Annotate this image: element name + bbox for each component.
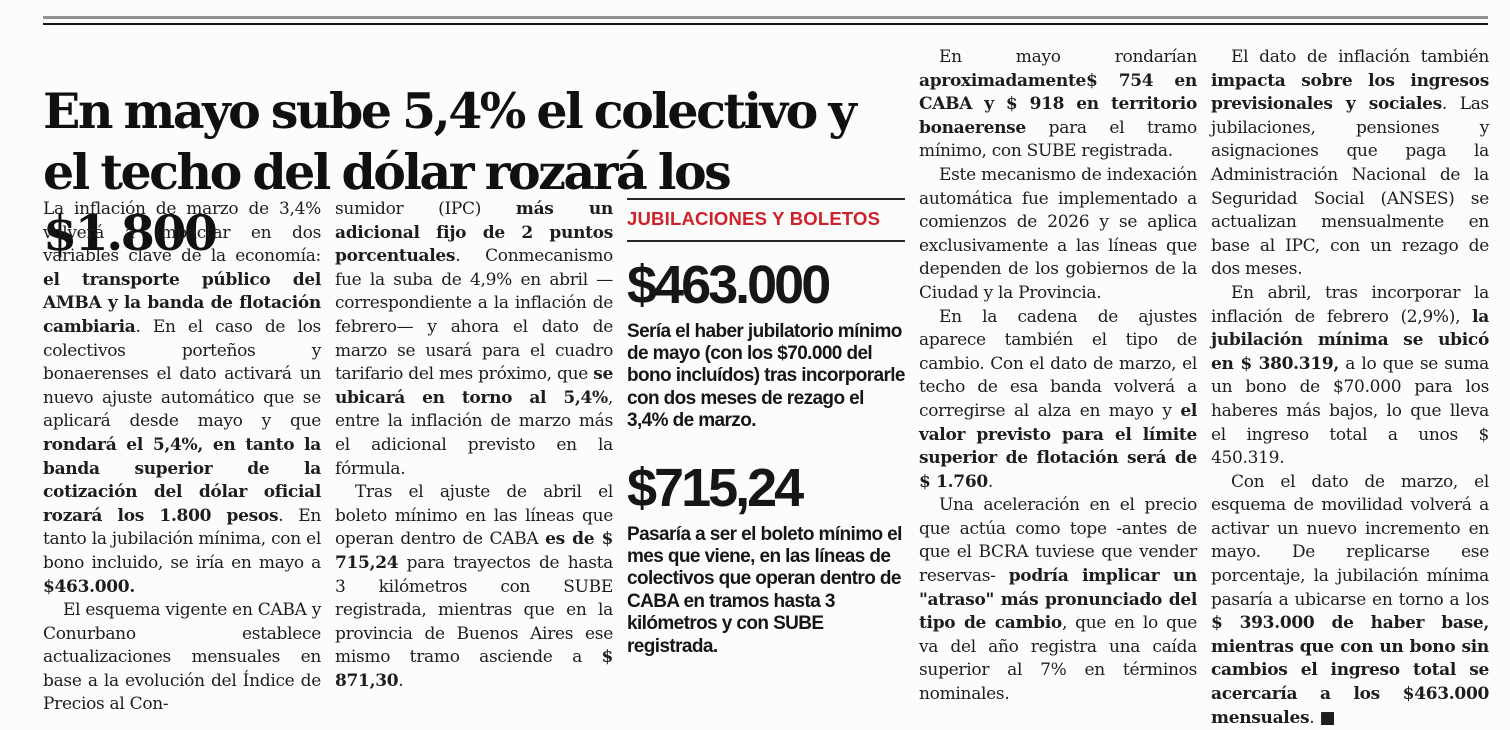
text-run: La inflación de marzo de 3,4% volverá a … (43, 199, 321, 267)
text-run: $463.000. (43, 576, 135, 597)
stat-caption-jubilacion: Sería el haber jubilatorio mínimo de may… (627, 320, 906, 432)
article-paragraph: sumidor (IPC) más un adicional fijo de 2… (335, 198, 613, 481)
article-paragraph: Tras el ajuste de abril el boleto mínimo… (335, 481, 613, 693)
text-run: El dato de inflación también (1231, 47, 1489, 67)
factbox: JUBILACIONES Y BOLETOS $463.000 Sería el… (627, 198, 906, 730)
text-run: En abril, tras incorporar la inflación d… (1211, 282, 1489, 327)
text-run: podría implicar un "atraso" más pronunci… (919, 566, 1197, 634)
text-run: el valor previsto para el límite superio… (919, 400, 1197, 492)
text-run: . (398, 670, 404, 691)
text-run: impacta sobre los ingresos previsionales… (1211, 70, 1489, 115)
stat-figure-boleto: $715,24 (627, 457, 804, 518)
text-run: . Conmecanismo fue la suba de 4,9% en ab… (335, 246, 613, 385)
top-double-rule (43, 16, 1488, 25)
text-run: $ 393.000 de haber base, mientras que co… (1211, 613, 1489, 728)
text-run: Una aceleración en el precio que actúa c… (919, 495, 1197, 587)
factbox-top-rule (627, 198, 905, 200)
text-run: El esquema vigente en CABA y Conurbano e… (43, 600, 321, 715)
text-run: se ubicará en torno al 5,4% (335, 364, 613, 408)
text-run: para el tramo mínimo, con SUBE registrad… (919, 117, 1197, 162)
text-run: En la cadena de ajustes aparece también … (919, 306, 1197, 421)
stat-caption-boleto: Pasaría a ser el boleto mínimo el mes qu… (627, 523, 902, 657)
text-run: En mayo rondarían (939, 47, 1197, 67)
text-run: más un adicional fijo de 2 puntos porcen… (335, 199, 613, 267)
article-paragraph: El dato de inflación también impacta sob… (1211, 46, 1489, 282)
newspaper-page: En mayo sube 5,4% el colectivo y el tech… (43, 16, 1489, 728)
text-run: Tras el ajuste de abril el boleto mínimo… (335, 482, 613, 550)
text-run: . En tanto la jubilación mínima, con el … (43, 505, 321, 573)
article-paragraph: Este mecanismo de indexación automática … (919, 164, 1197, 306)
text-run: la jubilación mínima se ubicó en $ 380.3… (1211, 306, 1489, 374)
article-column-1: La inflación de marzo de 3,4% volverá a … (43, 198, 321, 730)
article-paragraph: En mayo rondarían aproximadamente$ 754 e… (919, 46, 1197, 164)
text-run: Este mecanismo de indexación automática … (919, 164, 1197, 303)
article-paragraph: La inflación de marzo de 3,4% volverá a … (43, 198, 321, 599)
article-headline: En mayo sube 5,4% el colectivo y el tech… (43, 81, 857, 262)
text-run: el transporte público del AMBA y la band… (43, 269, 321, 337)
text-run: aproximadamente$ 754 en CABA y $ 918 en … (919, 70, 1197, 138)
article-paragraph: Con el dato de marzo, el esquema de movi… (1211, 471, 1489, 730)
text-run: rondará el 5,4%, en tanto la banda super… (43, 434, 321, 526)
article-paragraph: En la cadena de ajustes aparece también … (919, 306, 1197, 495)
text-run: . (987, 471, 993, 492)
text-run: . ■ (1309, 707, 1336, 728)
text-run: . En el caso de los colectivos porteños … (43, 316, 321, 432)
factbox-divider-rule (627, 239, 905, 242)
article-column-2: sumidor (IPC) más un adicional fijo de 2… (335, 198, 613, 730)
stat-figure-jubilacion: $463.000 (627, 254, 831, 315)
text-run: . Las jubilaciones, pensiones y asignaci… (1211, 94, 1489, 280)
article-paragraph: En abril, tras incorporar la inflación d… (1211, 282, 1489, 471)
article-column-4: En mayo rondarían aproximadamente$ 754 e… (919, 30, 1197, 730)
factbox-kicker: JUBILACIONES Y BOLETOS (627, 208, 881, 229)
article-paragraph: Una aceleración en el precio que actúa c… (919, 494, 1197, 706)
text-run: es de $ 715,24 (335, 529, 613, 573)
text-run: Con el dato de marzo, el esquema de movi… (1211, 471, 1489, 610)
article-column-5: El dato de inflación también impacta sob… (1211, 30, 1489, 730)
rule-black-line (43, 23, 1488, 25)
article-paragraph: El esquema vigente en CABA y Conurbano e… (43, 599, 321, 717)
article-grid: En mayo sube 5,4% el colectivo y el tech… (43, 30, 1490, 730)
text-run: sumidor (IPC) (335, 199, 516, 219)
rule-gray-line (43, 16, 1488, 19)
text-run: a lo que se suma un bono de $70.000 para… (1211, 353, 1489, 469)
text-run: , entre la inflación de marzo más el adi… (335, 387, 613, 479)
